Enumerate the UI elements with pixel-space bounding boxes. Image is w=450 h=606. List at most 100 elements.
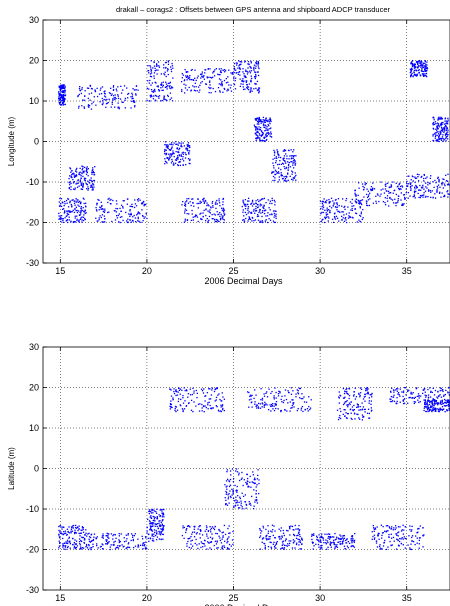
- data-point: [367, 408, 370, 410]
- data-point: [255, 405, 257, 408]
- data-point: [203, 539, 206, 541]
- data-point: [187, 150, 189, 152]
- data-point: [249, 502, 251, 505]
- data-point: [92, 101, 95, 103]
- data-point: [341, 211, 343, 213]
- data-point: [159, 520, 161, 522]
- data-point: [169, 403, 172, 406]
- data-point: [447, 399, 449, 402]
- data-point: [435, 134, 437, 136]
- data-point: [417, 69, 420, 72]
- data-point: [153, 529, 156, 531]
- data-point: [126, 198, 129, 200]
- data-point: [418, 537, 421, 539]
- data-point: [244, 198, 247, 201]
- data-point: [106, 102, 108, 104]
- data-point: [285, 162, 287, 164]
- data-point: [277, 392, 280, 395]
- data-point: [397, 531, 400, 533]
- data-point: [112, 89, 115, 91]
- data-point: [343, 402, 346, 404]
- data-point: [82, 185, 84, 187]
- data-point: [272, 171, 275, 173]
- data-point: [118, 539, 120, 541]
- data-point: [264, 118, 267, 120]
- data-point: [81, 105, 83, 107]
- data-point: [184, 152, 186, 154]
- y-tick-label: -30: [26, 258, 39, 268]
- data-point: [259, 221, 261, 223]
- data-point: [102, 535, 104, 537]
- data-point: [170, 389, 172, 391]
- data-point: [291, 404, 293, 407]
- data-point: [232, 543, 234, 545]
- data-point: [267, 532, 269, 534]
- data-point: [160, 528, 162, 530]
- data-point: [436, 131, 438, 133]
- data-point: [80, 92, 83, 95]
- data-point: [149, 73, 152, 75]
- data-point: [239, 74, 241, 76]
- data-point: [300, 548, 303, 550]
- data-point: [105, 535, 107, 537]
- data-point: [71, 210, 73, 213]
- data-point: [231, 468, 234, 470]
- data-point: [364, 182, 366, 184]
- data-point: [58, 533, 60, 535]
- data-point: [81, 221, 83, 223]
- data-point: [240, 502, 242, 504]
- data-point: [69, 543, 72, 545]
- data-point: [444, 195, 446, 197]
- data-point: [424, 404, 427, 406]
- data-point: [322, 211, 325, 214]
- data-point: [214, 400, 216, 402]
- data-point: [153, 91, 155, 93]
- data-point: [155, 529, 157, 532]
- data-point: [427, 181, 429, 184]
- data-point: [257, 130, 259, 132]
- data-point: [88, 532, 90, 535]
- data-point: [289, 534, 291, 536]
- data-point: [273, 398, 275, 400]
- data-point: [410, 391, 412, 393]
- data-point: [138, 220, 140, 223]
- data-point: [339, 417, 342, 420]
- data-point: [336, 204, 338, 206]
- data-point: [161, 99, 163, 102]
- data-point: [427, 184, 429, 186]
- data-point: [222, 404, 224, 406]
- data-point: [86, 171, 88, 173]
- data-point: [203, 202, 205, 204]
- data-point: [219, 219, 222, 221]
- data-point: [70, 530, 72, 532]
- data-point: [292, 539, 295, 541]
- data-point: [329, 541, 332, 543]
- data-point: [161, 86, 164, 88]
- data-point: [220, 83, 222, 85]
- data-point: [417, 399, 419, 401]
- data-point: [80, 188, 82, 190]
- data-point: [166, 70, 169, 72]
- data-point: [443, 394, 445, 396]
- data-point: [166, 157, 168, 160]
- data-point: [347, 540, 349, 543]
- data-point: [218, 200, 220, 202]
- data-point: [129, 205, 131, 208]
- data-point: [60, 217, 62, 219]
- data-point: [197, 207, 199, 209]
- data-point: [232, 481, 235, 483]
- data-point: [426, 64, 428, 66]
- data-point: [63, 208, 65, 210]
- data-point: [127, 546, 129, 549]
- data-point: [195, 538, 197, 541]
- data-point: [332, 541, 335, 543]
- data-point: [170, 148, 172, 151]
- data-point: [232, 491, 234, 493]
- data-point: [192, 545, 194, 547]
- data-point: [214, 540, 217, 542]
- data-point: [255, 493, 257, 495]
- data-point: [441, 182, 443, 184]
- data-point: [379, 544, 381, 546]
- data-point: [62, 202, 64, 204]
- data-point: [425, 76, 428, 78]
